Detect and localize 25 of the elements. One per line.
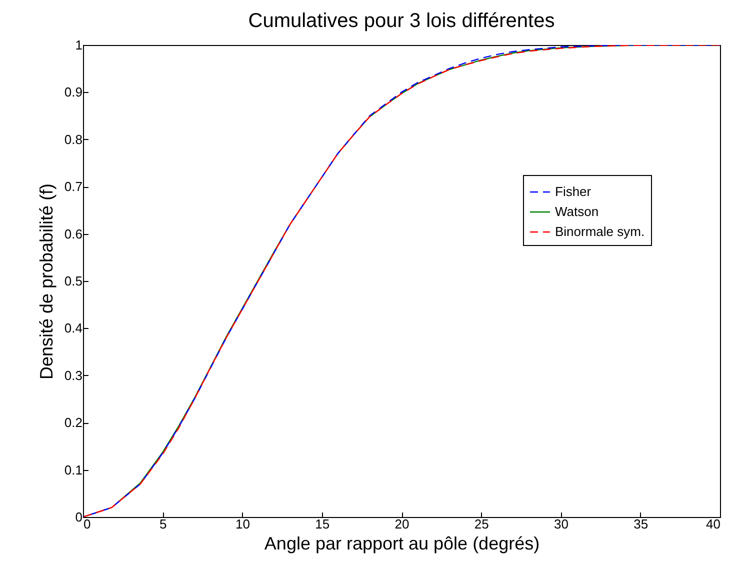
- legend-label: Binormale sym.: [555, 224, 645, 239]
- y-tick-label: 0.3: [64, 368, 82, 383]
- legend-label: Fisher: [555, 184, 592, 199]
- y-tick-label: 1: [75, 38, 82, 52]
- y-tick-label: 0.7: [64, 179, 82, 194]
- y-axis-title: Densité de probabilité (f): [36, 183, 56, 380]
- y-tick-label: 0.6: [64, 226, 82, 242]
- y-tick-label: 0.5: [64, 274, 82, 288]
- x-tick-label: 15: [315, 516, 330, 532]
- legend-label: Watson: [555, 204, 599, 219]
- x-tick-label: 35: [634, 516, 648, 532]
- x-tick-label: 10: [236, 516, 250, 532]
- x-tick-label: 25: [474, 516, 489, 532]
- line-series: [83, 45, 720, 517]
- y-tick-label: 0.9: [64, 84, 82, 100]
- y-tick-label: 0.4: [64, 320, 82, 336]
- chart-title: Cumulatives pour 3 lois différentes: [248, 10, 555, 32]
- x-tick-label: 40: [706, 516, 720, 532]
- y-tick-label: 0.1: [64, 462, 82, 478]
- x-tick-label: 30: [554, 516, 568, 532]
- y-tick-label: 0.2: [64, 415, 82, 430]
- x-axis-title: Angle par rapport au pôle (degrés): [264, 534, 540, 554]
- y-tick-label: 0.8: [64, 132, 82, 147]
- x-tick-label: 5: [160, 516, 167, 532]
- x-tick-label: 20: [394, 516, 410, 532]
